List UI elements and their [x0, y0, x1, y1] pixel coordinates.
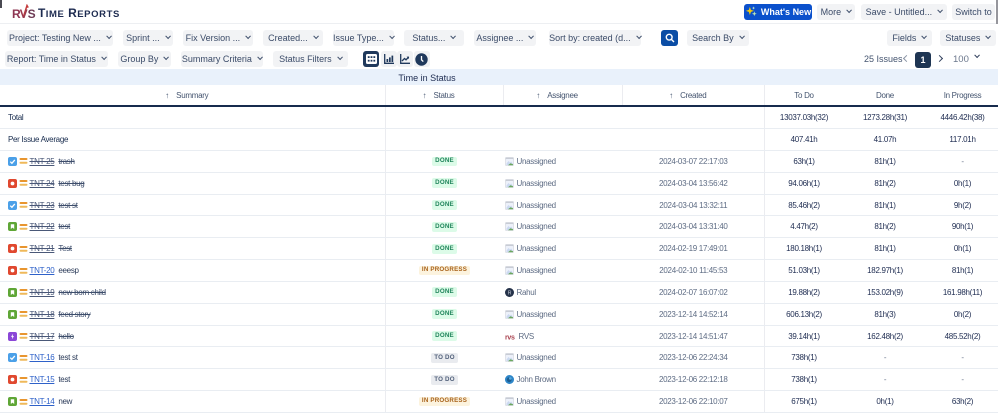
- svg-text:rvs: rvs: [505, 334, 515, 341]
- svg-text:V: V: [20, 7, 28, 21]
- svg-text:R: R: [507, 290, 511, 296]
- svg-text:R: R: [12, 7, 21, 21]
- svg-text:S: S: [28, 7, 36, 21]
